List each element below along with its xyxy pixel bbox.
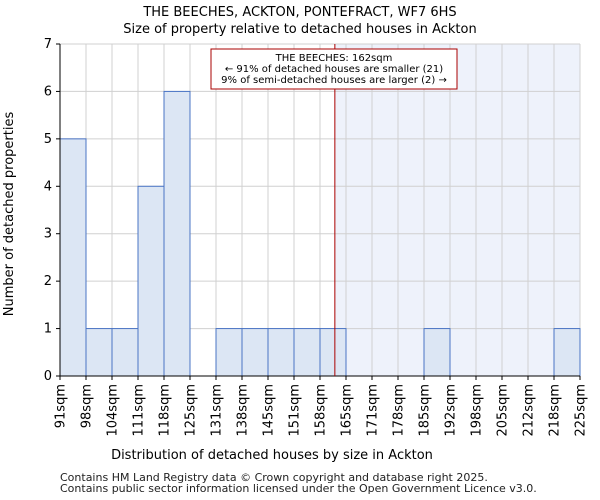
x-tick-label: 198sqm bbox=[470, 384, 485, 437]
y-tick-label: 6 bbox=[44, 84, 52, 99]
x-tick-label: 91sqm bbox=[54, 384, 69, 428]
histogram-chart: THE BEECHES, ACKTON, PONTEFRACT, WF7 6HS… bbox=[2, 5, 589, 463]
bar bbox=[319, 328, 347, 377]
x-tick-label: 111sqm bbox=[132, 384, 147, 437]
bar bbox=[423, 328, 451, 377]
bar bbox=[215, 328, 243, 377]
x-tick-label: 98sqm bbox=[80, 384, 95, 428]
y-tick-label: 2 bbox=[44, 274, 52, 289]
annotation-box bbox=[210, 48, 458, 90]
x-tick-label: 151sqm bbox=[288, 384, 303, 437]
x-tick-label: 104sqm bbox=[106, 384, 121, 437]
bar bbox=[111, 328, 139, 377]
x-tick-label: 205sqm bbox=[496, 384, 511, 437]
x-tick-label: 138sqm bbox=[236, 384, 251, 437]
footer-line-2: Contains public sector information licen… bbox=[60, 482, 537, 495]
bar bbox=[163, 90, 191, 377]
annotation-line-3: 9% of semi-detached houses are larger (2… bbox=[221, 75, 447, 86]
x-tick-label: 225sqm bbox=[574, 384, 589, 437]
x-tick-label: 171sqm bbox=[366, 384, 381, 437]
footer-line-1: Contains HM Land Registry data © Crown c… bbox=[60, 471, 488, 484]
x-axis-label: Distribution of detached houses by size … bbox=[111, 448, 433, 463]
footer: Contains HM Land Registry data © Crown c… bbox=[60, 472, 537, 494]
bar bbox=[553, 328, 581, 377]
chart-subtitle: Size of property relative to detached ho… bbox=[123, 22, 476, 37]
annotation-line-2: ← 91% of detached houses are smaller (21… bbox=[225, 64, 443, 75]
x-tick-label: 165sqm bbox=[340, 384, 355, 437]
x-tick-label: 178sqm bbox=[392, 384, 407, 437]
bar bbox=[267, 328, 295, 377]
x-tick-label: 192sqm bbox=[444, 384, 459, 437]
y-tick-label: 3 bbox=[44, 227, 52, 242]
bar bbox=[241, 328, 269, 377]
bar bbox=[59, 138, 87, 377]
x-tick-label: 118sqm bbox=[158, 384, 173, 437]
x-tick-label: 158sqm bbox=[314, 384, 329, 437]
bar bbox=[137, 185, 165, 377]
y-tick-label: 5 bbox=[44, 132, 52, 147]
y-tick-label: 7 bbox=[44, 37, 52, 52]
chart-title: THE BEECHES, ACKTON, PONTEFRACT, WF7 6HS bbox=[142, 5, 456, 20]
annotation-line-1: THE BEECHES: 162sqm bbox=[275, 53, 393, 64]
x-tick-label: 218sqm bbox=[548, 384, 563, 437]
x-tick-label: 125sqm bbox=[184, 384, 199, 437]
bar bbox=[293, 328, 321, 377]
y-tick-label: 0 bbox=[44, 369, 52, 384]
highlight-region bbox=[334, 44, 580, 376]
x-tick-label: 212sqm bbox=[522, 384, 537, 437]
y-axis-label: Number of detached properties bbox=[2, 112, 17, 317]
x-tick-label: 145sqm bbox=[262, 384, 277, 437]
x-tick-label: 185sqm bbox=[418, 384, 433, 437]
x-tick-label: 131sqm bbox=[210, 384, 225, 437]
plot-area: 0 1 2 3 4 5 6 7 91sqm 98sqm 104sqm 111sqm 118sqm 125s… bbox=[44, 37, 589, 437]
bar bbox=[85, 328, 113, 377]
y-tick-label: 4 bbox=[44, 179, 52, 194]
y-tick-label: 1 bbox=[44, 322, 52, 337]
